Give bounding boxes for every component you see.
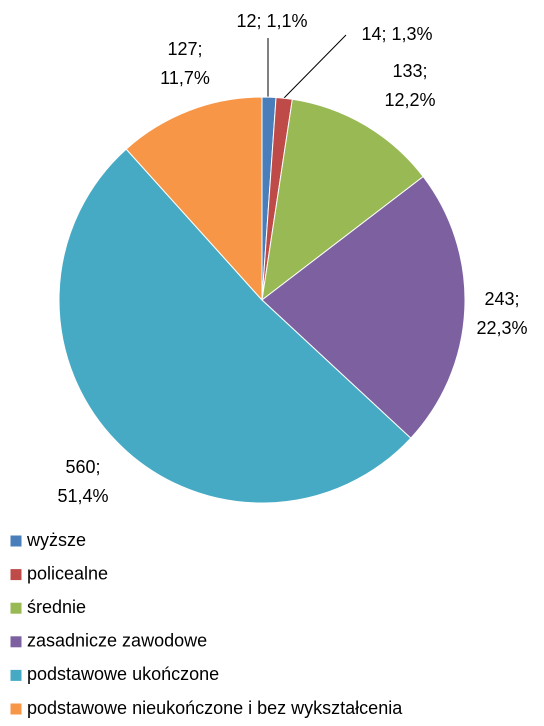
legend-swatch — [9, 635, 23, 649]
legend-swatch — [9, 534, 23, 548]
legend-swatch — [9, 702, 23, 716]
legend-label: podstawowe nieukończone i bez wykształce… — [27, 698, 403, 718]
pie-slice — [261, 98, 424, 302]
data-label: 243; 22,3% — [476, 289, 527, 338]
data-label: 560; 51,4% — [57, 457, 108, 506]
leader-line — [283, 34, 347, 99]
legend-label: zasadnicze zawodowe — [27, 631, 207, 651]
legend-swatch — [9, 668, 23, 682]
data-label: 133; 12,2% — [384, 61, 435, 110]
legend-swatch — [9, 601, 23, 615]
data-label: 14; 1,3% — [361, 24, 432, 44]
pie-slice — [58, 148, 412, 504]
legend-label: średnie — [27, 597, 86, 617]
legend-label: podstawowe ukończone — [27, 664, 219, 684]
pie-slice — [125, 96, 263, 302]
legend-label: policealne — [27, 563, 108, 583]
legend-label: wyższe — [26, 530, 86, 550]
data-label: 12; 1,1% — [236, 11, 307, 31]
data-label: 127; 11,7% — [160, 39, 210, 88]
pie-slice — [261, 175, 466, 439]
legend-swatch — [9, 568, 23, 582]
